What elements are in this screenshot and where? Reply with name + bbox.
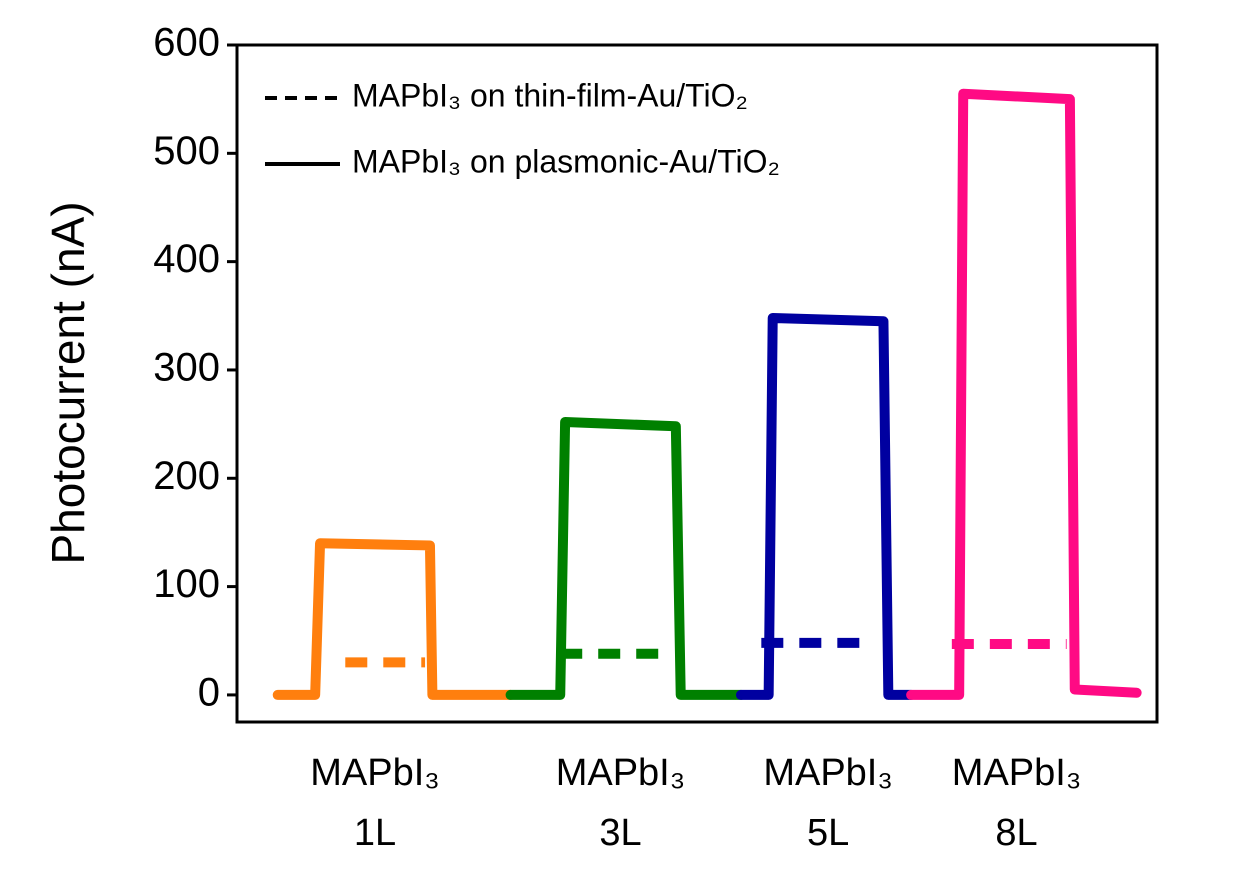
y-tick-label: 400: [153, 237, 220, 281]
y-tick-label: 100: [153, 562, 220, 606]
x-category-label: 8L: [995, 812, 1037, 854]
x-category-label: MAPbI₃: [310, 752, 440, 794]
y-tick-label: 600: [153, 21, 220, 65]
data-line: [272, 538, 516, 700]
x-category-label: 1L: [354, 812, 396, 854]
data-line: [735, 312, 917, 700]
legend-label: MAPbI₃ on thin-film-Au/TiO₂: [352, 77, 748, 113]
x-category-label: 3L: [599, 812, 641, 854]
data-line: [505, 416, 746, 700]
plot-frame: [235, 43, 1159, 724]
data-line: [906, 88, 1142, 700]
x-category-label: MAPbI₃: [556, 752, 686, 794]
y-tick-label: 500: [153, 129, 220, 173]
legend-label: MAPbI₃ on plasmonic-Au/TiO₂: [352, 143, 780, 179]
y-tick-label: 300: [153, 346, 220, 390]
y-tick-label: 0: [198, 670, 220, 714]
x-category-label: MAPbI₃: [952, 752, 1082, 794]
y-axis-label: Photocurrent (nA): [42, 201, 94, 564]
x-category-label: 5L: [807, 812, 849, 854]
y-tick-label: 200: [153, 454, 220, 498]
x-category-label: MAPbI₃: [763, 752, 893, 794]
